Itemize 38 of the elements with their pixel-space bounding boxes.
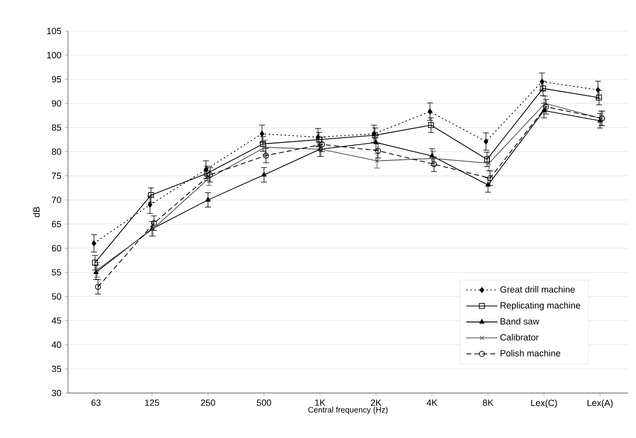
point [204, 170, 210, 176]
y-tick-label: 60 [52, 245, 62, 252]
x-tick-label: Lex(A) [588, 400, 613, 408]
legend-label: Band saw [500, 318, 540, 325]
x-tick-label: 4K [426, 400, 438, 406]
y-axis-title: dB [33, 206, 40, 218]
x-tick-label: 125 [145, 400, 160, 406]
y-tick-label: 90 [52, 100, 62, 107]
x-tick-label: 63 [91, 400, 101, 406]
y-tick-label: 85 [52, 124, 62, 131]
point [205, 196, 211, 202]
x-tick-label: 500 [256, 400, 272, 406]
y-tick-label: 65 [52, 220, 62, 228]
x-tick-label: 1K [315, 400, 326, 406]
y-tick-label: 35 [52, 366, 62, 372]
point [261, 172, 267, 176]
point [92, 260, 98, 266]
y-tick-label: 55 [52, 269, 62, 276]
y-tick-label: 45 [52, 317, 62, 324]
y-tick-label: 40 [52, 342, 62, 348]
legend-label: Calibrator [500, 334, 539, 340]
x-tick-label: 250 [200, 400, 216, 406]
x-tick-label: 8K [482, 400, 494, 406]
x-tick-label: 2K [370, 400, 382, 406]
y-tick-label: 100 [47, 52, 62, 58]
legend-label: Great drill machine [500, 286, 575, 293]
y-tick-label: 80 [52, 148, 62, 155]
y-tick-label: 105 [47, 28, 62, 34]
y-tick-label: 95 [52, 76, 62, 82]
y-tick-label: 70 [52, 196, 62, 204]
y-tick-label: 50 [52, 293, 62, 300]
y-tick-label: 30 [52, 390, 62, 396]
legend-label: Replicating machine [500, 302, 580, 310]
point [428, 122, 434, 128]
x-tick-label: Lex(C) [531, 400, 557, 408]
y-tick-label: 75 [52, 172, 62, 179]
legend-label: Polish machine [500, 350, 560, 356]
point [485, 182, 491, 187]
